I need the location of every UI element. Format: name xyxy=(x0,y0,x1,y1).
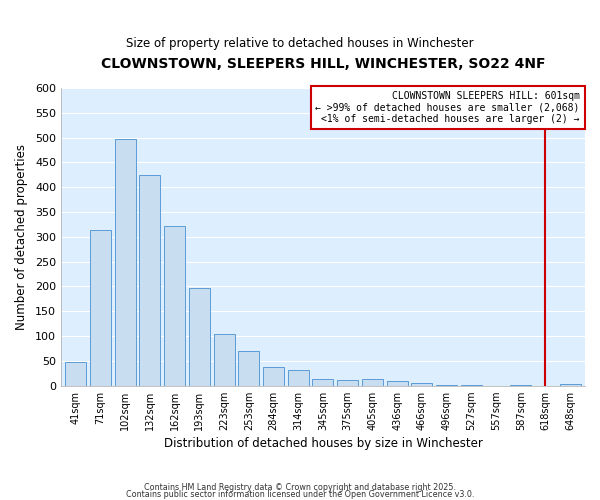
Bar xyxy=(362,379,383,386)
Bar xyxy=(386,381,407,386)
Text: Contains public sector information licensed under the Open Government Licence v3: Contains public sector information licen… xyxy=(126,490,474,499)
Bar xyxy=(337,380,358,386)
Bar xyxy=(263,367,284,386)
Bar xyxy=(412,383,433,386)
Bar xyxy=(214,334,235,386)
X-axis label: Distribution of detached houses by size in Winchester: Distribution of detached houses by size … xyxy=(164,437,482,450)
Text: Size of property relative to detached houses in Winchester: Size of property relative to detached ho… xyxy=(126,38,474,51)
Text: CLOWNSTOWN SLEEPERS HILL: 601sqm
← >99% of detached houses are smaller (2,068)
<: CLOWNSTOWN SLEEPERS HILL: 601sqm ← >99% … xyxy=(316,91,580,124)
Bar xyxy=(238,351,259,386)
Bar xyxy=(139,176,160,386)
Text: Contains HM Land Registry data © Crown copyright and database right 2025.: Contains HM Land Registry data © Crown c… xyxy=(144,484,456,492)
Bar xyxy=(65,362,86,386)
Bar xyxy=(288,370,309,386)
Bar xyxy=(164,226,185,386)
Bar xyxy=(560,384,581,386)
Bar xyxy=(189,288,210,386)
Bar xyxy=(313,379,334,386)
Title: CLOWNSTOWN, SLEEPERS HILL, WINCHESTER, SO22 4NF: CLOWNSTOWN, SLEEPERS HILL, WINCHESTER, S… xyxy=(101,58,545,71)
Bar xyxy=(115,139,136,386)
Bar xyxy=(90,230,111,386)
Y-axis label: Number of detached properties: Number of detached properties xyxy=(15,144,28,330)
